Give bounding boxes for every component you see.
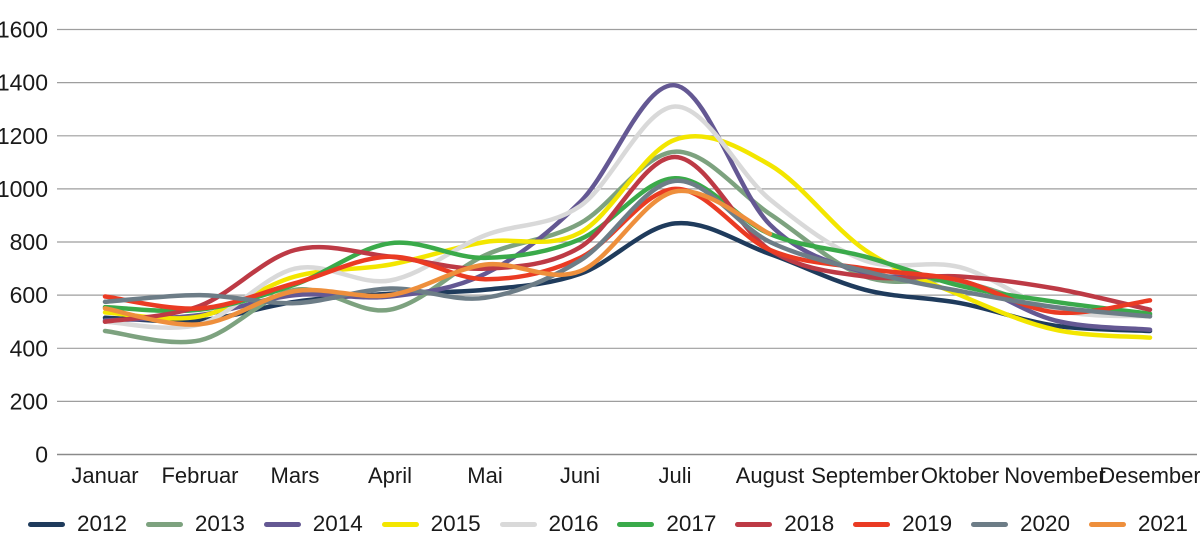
legend-dash-icon [735,521,773,527]
legend-item-2017: 2017 [617,510,717,536]
legend-label: 2015 [430,510,481,536]
y-axis-tick-label: 1400 [0,70,48,96]
legend-item-2020: 2020 [971,510,1071,536]
y-axis-tick-label: 0 [35,442,48,468]
legend-item-2019: 2019 [853,510,953,536]
legend-item-2018: 2018 [735,510,835,536]
legend-item-2013: 2013 [145,510,245,536]
legend-dash-icon [853,521,891,527]
legend-label: 2020 [1020,510,1071,536]
x-axis-label: April [368,463,412,488]
legend-dash-icon [617,521,655,527]
series-line-2019 [102,186,1153,316]
y-axis-tick-label: 200 [10,388,48,414]
legend-dash-icon [1088,521,1126,527]
y-axis-tick-label: 1600 [0,17,48,43]
legend-dash-icon [263,521,301,527]
legend-item-2014: 2014 [263,510,363,536]
series-line-2018 [102,154,1153,324]
legend-label: 2014 [312,510,363,536]
y-axis-tick-label: 1000 [0,176,48,202]
chart-legend: 2012 2013 2014 2015 2016 2017 2018 2019 2020 2021 [28,509,1188,539]
legend-label: 2017 [666,510,717,536]
y-axis-tick-label: 600 [10,282,48,308]
x-axis-label: September [811,463,919,488]
x-axis-label: November [1004,463,1105,488]
legend-dash-icon [145,521,183,527]
x-axis-label: Juli [658,463,691,488]
series-line-2016 [102,104,1153,330]
y-axis-tick-label: 800 [10,229,48,255]
x-axis-label: Mai [467,463,502,488]
series-line-2021 [102,188,773,327]
y-axis-tick-label: 1200 [0,123,48,149]
y-axis-tick-label: 400 [10,335,48,361]
legend-dash-icon [28,521,65,527]
x-axis-label: Juni [560,463,600,488]
legend-label: 2018 [784,510,835,536]
series-line-2012 [102,220,1153,334]
legend-label: 2012 [77,510,128,536]
legend-label: 2021 [1137,510,1188,536]
x-axis-label: Mars [271,463,320,488]
x-axis-label: Desember [1099,463,1200,488]
legend-label: 2013 [194,510,245,536]
legend-item-2016: 2016 [499,510,599,536]
x-axis-label: Januar [71,463,138,488]
series-line-2020 [102,178,1153,319]
x-axis-label: Februar [161,463,238,488]
legend-dash-icon [499,521,537,527]
legend-item-2015: 2015 [381,510,481,536]
legend-label: 2019 [902,510,953,536]
x-axis-label: Oktober [921,463,999,488]
chart-canvas: 0 200 400 600 800 1000 1200 1400 1600 Januar Febru… [0,17,1200,489]
legend-dash-icon [381,521,419,527]
x-axis-label: August [736,463,805,488]
legend-item-2012: 2012 [28,510,128,536]
legend-item-2021: 2021 [1088,510,1188,536]
legend-label: 2016 [548,510,599,536]
series-line-2015 [102,134,1153,340]
legend-dash-icon [971,521,1008,527]
